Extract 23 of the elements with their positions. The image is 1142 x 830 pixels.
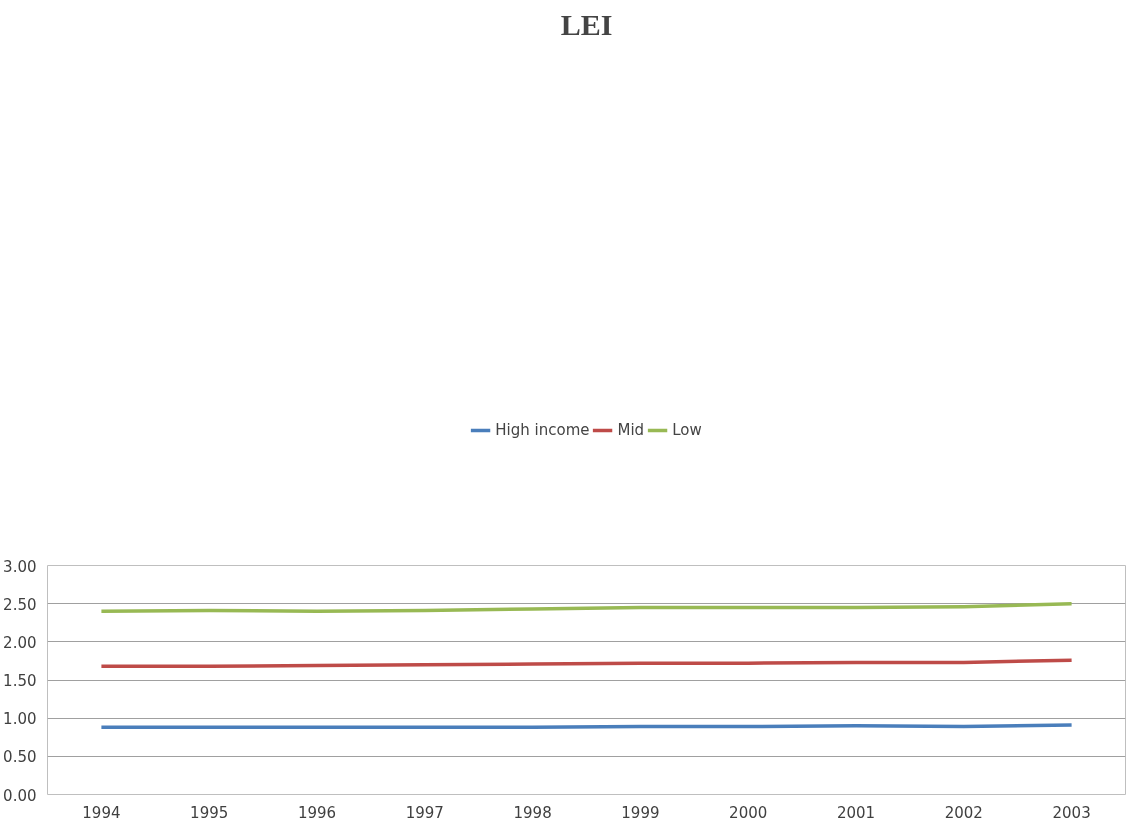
- x-tick-label: 1997: [405, 803, 444, 822]
- chart-title: LEI: [560, 7, 613, 41]
- x-tick-label: 1999: [621, 803, 660, 822]
- x-tick-label: 2003: [1052, 803, 1091, 822]
- legend-label: Mid: [617, 421, 645, 439]
- y-tick-label: 0.50: [3, 748, 37, 767]
- x-tick-label: 2001: [836, 803, 876, 822]
- x-tick-label: 2002: [944, 803, 983, 822]
- x-tick-label: 1994: [82, 803, 121, 822]
- x-tick-label: 2000: [729, 803, 768, 822]
- y-tick-label: 1.50: [3, 672, 37, 690]
- legend-label: High income: [495, 421, 590, 439]
- x-tick-label: 1996: [297, 803, 337, 822]
- line-series: [99, 601, 1074, 614]
- y-tick-label: 3.00: [3, 557, 37, 576]
- x-tick-label: 1998: [513, 803, 552, 822]
- legend-label: Low: [672, 421, 702, 439]
- line-series: [99, 658, 1074, 669]
- y-tick-label: 0.00: [3, 786, 37, 805]
- y-tick-label: 1.00: [3, 710, 37, 729]
- y-tick-label: 2.00: [3, 633, 37, 652]
- y-tick-label: 2.50: [3, 595, 37, 614]
- x-tick-label: 1995: [190, 803, 229, 822]
